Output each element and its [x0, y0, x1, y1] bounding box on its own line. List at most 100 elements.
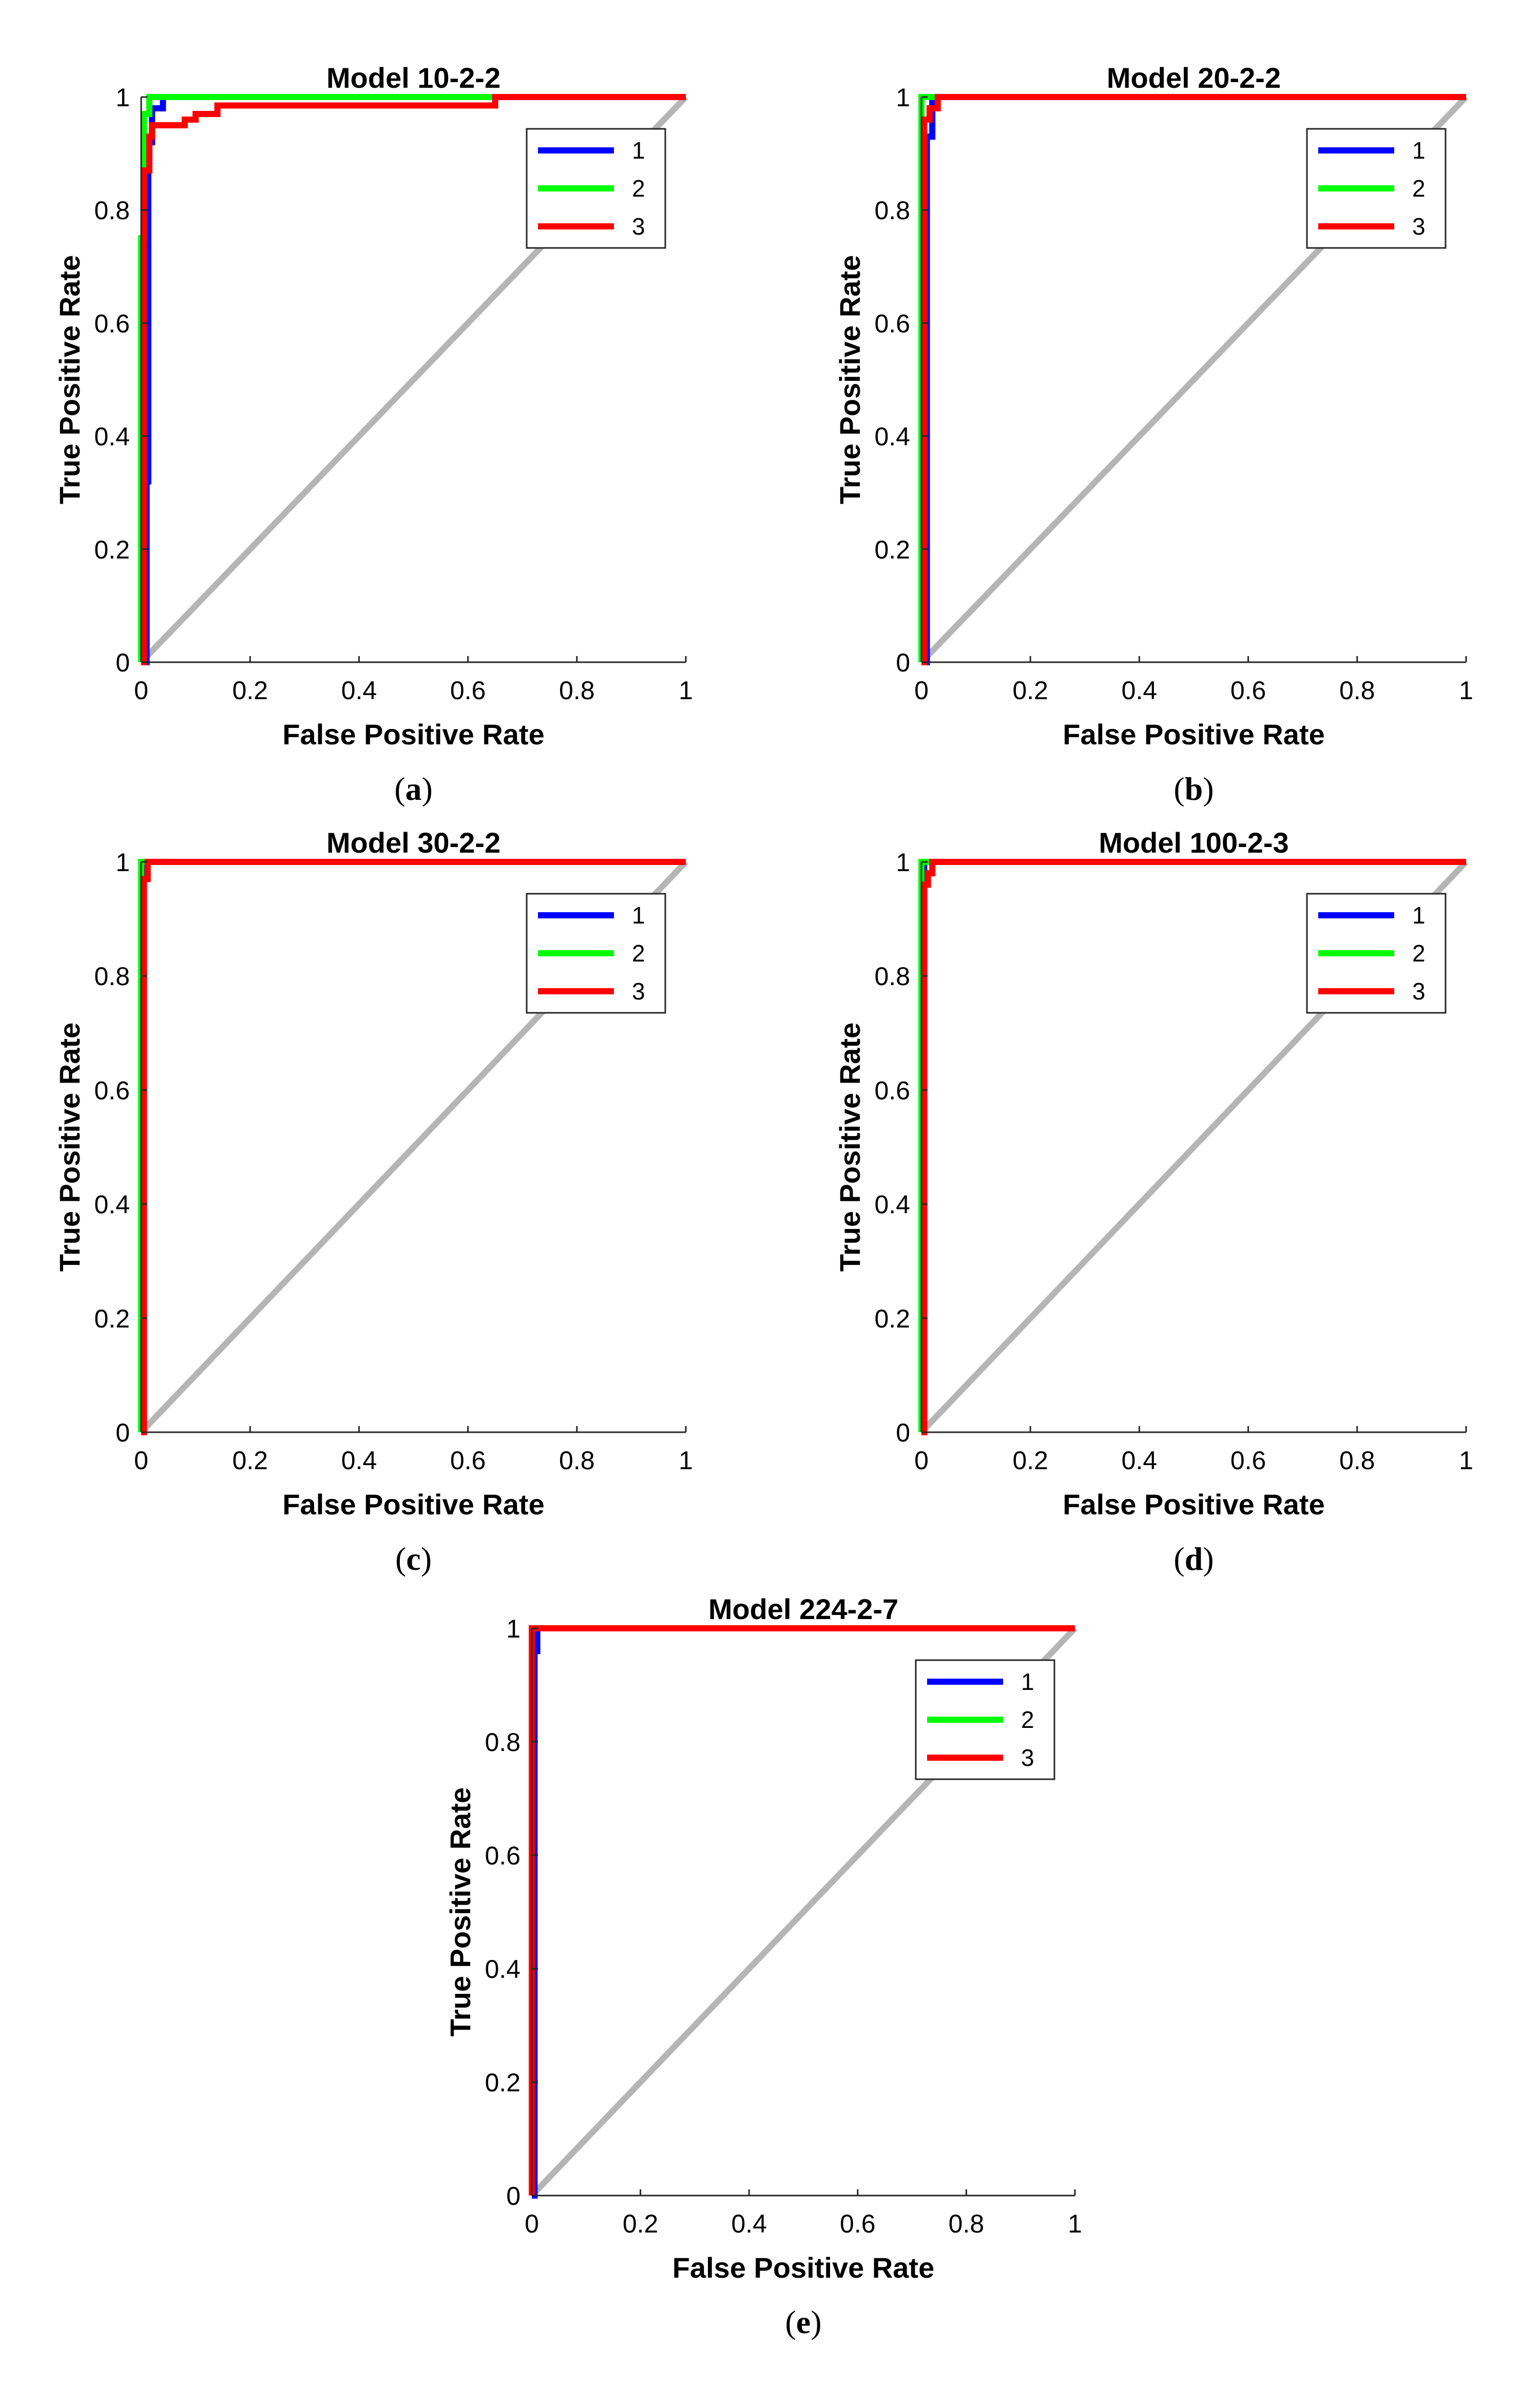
y-tick-label: 0.2	[94, 1304, 130, 1333]
legend-label: 1	[1021, 1668, 1034, 1695]
legend-label: 1	[1412, 137, 1426, 164]
x-tick-label: 0	[525, 2209, 539, 2238]
x-tick-label: 0.2	[623, 2209, 659, 2238]
roc-curve-class-3	[921, 859, 1466, 1435]
x-tick-label: 0.8	[1339, 676, 1375, 705]
x-axis-label: False Positive Rate	[282, 718, 544, 751]
y-tick-label: 0	[896, 1418, 910, 1447]
roc-panel-c: Model 30-2-2 0 0.2 0.4 0.6 0.8 1 0 0.2 0.4 0.6 0.8 1…	[53, 826, 693, 1577]
legend-label: 3	[1021, 1744, 1034, 1771]
y-tick-label: 0.4	[94, 422, 130, 451]
y-tick-label: 0	[116, 1418, 130, 1447]
legend-label: 1	[632, 137, 645, 164]
legend-label: 1	[632, 902, 645, 929]
legend-label: 2	[1021, 1706, 1034, 1733]
y-tick-label: 0	[116, 648, 130, 677]
y-tick-label: 1	[116, 848, 130, 877]
y-tick-label: 0.8	[874, 196, 910, 225]
x-tick-label: 0	[914, 676, 929, 705]
legend-label: 3	[632, 978, 645, 1005]
x-axis-label: False Positive Rate	[1063, 1488, 1324, 1521]
x-tick-label: 0.8	[949, 2209, 985, 2238]
x-tick-label: 0.6	[1230, 1446, 1266, 1475]
legend-label: 3	[632, 213, 645, 240]
roc-curve-class-3	[921, 94, 1466, 665]
y-tick-label: 0.4	[874, 1190, 910, 1219]
y-tick-label: 0.4	[485, 1955, 521, 1984]
roc-panel-a: Model 10-2-2 0 0.2 0.4 0.6 0.8 1 0 0.2 0.4 0.6 0.8 1…	[53, 62, 693, 807]
x-tick-label: 0.4	[731, 2209, 767, 2238]
y-tick-label: 0.4	[94, 1190, 130, 1219]
legend-label: 3	[1412, 213, 1426, 240]
chart-title: Model 30-2-2	[326, 826, 500, 859]
chart-title: Model 224-2-7	[708, 1593, 898, 1625]
x-tick-label: 0.6	[450, 676, 486, 705]
y-tick-label: 0.4	[874, 422, 910, 451]
chart-title: Model 100-2-3	[1099, 826, 1288, 859]
y-axis-label: True Positive Rate	[53, 1023, 86, 1272]
panel-caption-letter: c	[406, 1541, 420, 1577]
x-tick-label: 0	[134, 1446, 148, 1475]
x-tick-label: 0.2	[232, 676, 268, 705]
x-tick-label: 0.4	[341, 676, 377, 705]
x-tick-label: 0.6	[840, 2209, 876, 2238]
x-tick-label: 0.8	[559, 676, 595, 705]
chart-title: Model 20-2-2	[1107, 62, 1281, 94]
roc-panel-e: Model 224-2-7 0 0.2 0.4 0.6 0.8 1 0 0.2 0.4 0.6 0.8…	[444, 1593, 1082, 2340]
panel-caption-letter: a	[406, 771, 422, 807]
y-tick-label: 1	[896, 83, 910, 112]
x-tick-label: 1	[679, 676, 693, 705]
legend-label: 2	[1412, 175, 1426, 202]
legend: 1 2 3	[526, 893, 666, 1014]
panel-caption-letter: b	[1185, 771, 1203, 807]
y-tick-label: 0.8	[94, 196, 130, 225]
y-tick-label: 0.2	[94, 535, 130, 564]
legend-label: 1	[1412, 902, 1426, 929]
panel-caption: (d)	[1173, 1541, 1214, 1577]
chart-title: Model 10-2-2	[326, 62, 500, 94]
x-axis-label: False Positive Rate	[282, 1488, 544, 1521]
x-tick-label: 0.4	[1122, 676, 1158, 705]
x-tick-label: 0.2	[1012, 676, 1048, 705]
x-tick-label: 0	[134, 676, 148, 705]
x-tick-label: 1	[1068, 2209, 1082, 2238]
panel-caption-letter: d	[1185, 1541, 1203, 1577]
legend: 1 2 3	[1306, 128, 1447, 249]
x-axis-label: False Positive Rate	[672, 2252, 934, 2284]
y-tick-label: 0.6	[485, 1841, 521, 1870]
y-tick-label: 0.2	[874, 535, 910, 564]
roc-panel-d: Model 100-2-3 0 0.2 0.4 0.6 0.8 1 0 0.2 0.4 0.6 0.8…	[834, 826, 1473, 1577]
x-tick-label: 0.4	[1122, 1446, 1158, 1475]
y-tick-label: 0.2	[485, 2068, 521, 2097]
x-tick-label: 0	[914, 1446, 929, 1475]
panel-caption-letter: e	[796, 2304, 811, 2340]
x-tick-label: 0.4	[341, 1446, 377, 1475]
panel-caption: (c)	[395, 1541, 432, 1577]
y-axis-label: True Positive Rate	[53, 255, 86, 505]
y-tick-label: 0.6	[874, 309, 910, 338]
legend: 1 2 3	[915, 1659, 1055, 1780]
y-tick-label: 0	[506, 2182, 521, 2210]
x-tick-label: 0.6	[450, 1446, 486, 1475]
legend-label: 2	[632, 175, 645, 202]
legend-label: 2	[1412, 940, 1426, 967]
y-tick-label: 0.6	[94, 309, 130, 338]
legend: 1 2 3	[526, 128, 666, 249]
y-tick-label: 0.8	[485, 1728, 521, 1757]
y-tick-label: 0.6	[874, 1076, 910, 1105]
y-axis-label: True Positive Rate	[834, 255, 866, 505]
y-tick-label: 1	[116, 83, 130, 112]
y-tick-label: 0.6	[94, 1076, 130, 1105]
legend: 1 2 3	[1306, 893, 1447, 1014]
panel-caption: (a)	[394, 771, 433, 807]
legend-label: 3	[1412, 978, 1426, 1005]
x-tick-label: 1	[1459, 676, 1473, 705]
y-axis-label: True Positive Rate	[834, 1023, 866, 1272]
y-tick-label: 0.8	[94, 962, 130, 991]
y-axis-label: True Positive Rate	[444, 1787, 476, 2037]
y-tick-label: 0	[896, 648, 910, 677]
legend-label: 2	[632, 940, 645, 967]
x-tick-label: 0.8	[559, 1446, 595, 1475]
x-axis-label: False Positive Rate	[1063, 718, 1324, 751]
